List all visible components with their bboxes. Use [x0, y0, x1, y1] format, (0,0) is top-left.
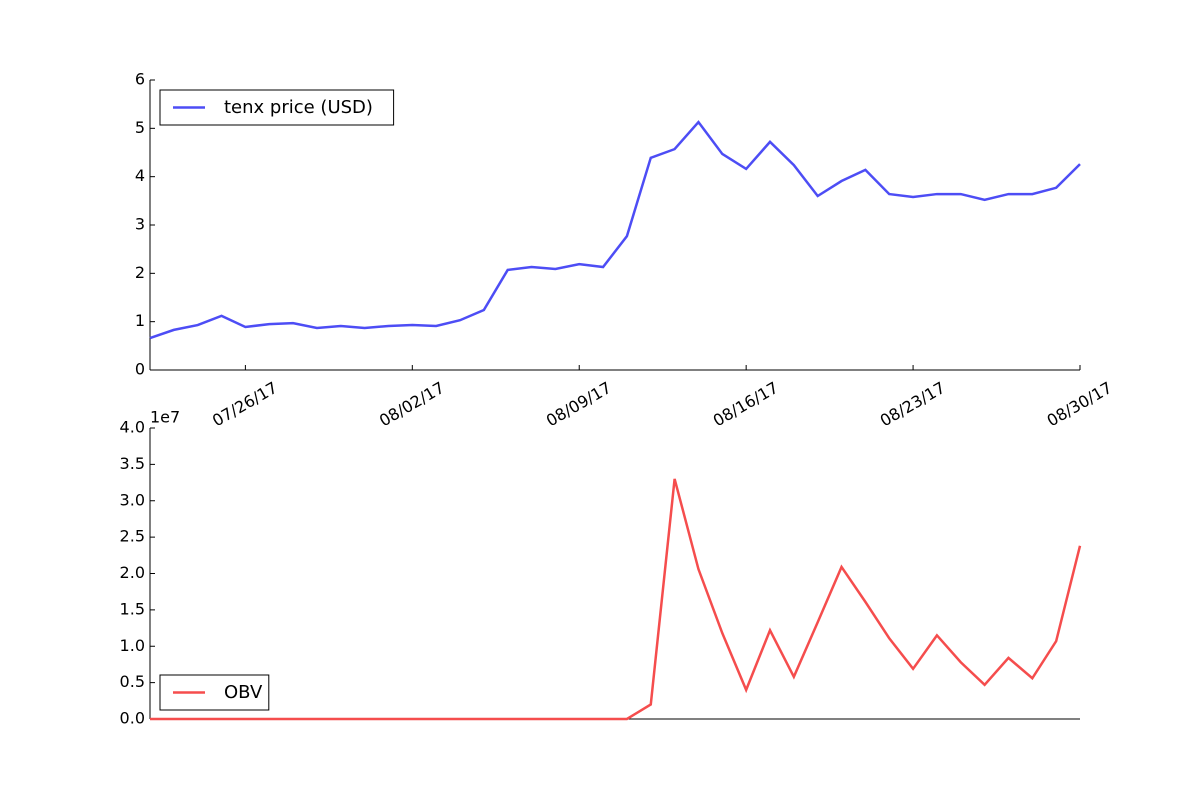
series-line — [150, 478, 1082, 721]
x-tick-label: 08/02/17 — [376, 378, 448, 430]
y-tick-label: 3 — [135, 215, 145, 234]
y-tick-label: 2.5 — [120, 527, 145, 546]
y-offset-label: 1e7 — [150, 408, 180, 427]
x-tick-label: 08/30/17 — [1044, 378, 1116, 430]
legend-label: tenx price (USD) — [224, 97, 373, 118]
x-tick-label: 08/09/17 — [543, 378, 615, 430]
y-tick-label: 1 — [135, 311, 145, 330]
y-tick-label: 0.0 — [120, 709, 145, 728]
x-tick-label: 08/23/17 — [877, 378, 949, 430]
y-tick-label: 4 — [135, 166, 145, 185]
legend-label: OBV — [224, 682, 263, 703]
y-tick-label: 4.0 — [120, 418, 145, 437]
y-tick-label: 1.5 — [120, 599, 145, 618]
y-tick-label: 6 — [135, 70, 145, 89]
y-tick-label: 0 — [135, 360, 145, 379]
y-tick-label: 0.5 — [120, 672, 145, 691]
y-tick-label: 2 — [135, 263, 145, 282]
x-tick-label: 07/26/17 — [209, 378, 281, 430]
x-tick-label: 08/16/17 — [710, 378, 782, 430]
series-line — [149, 120, 1081, 340]
y-tick-label: 1.0 — [120, 636, 145, 655]
y-tick-label: 3.5 — [120, 454, 145, 473]
y-tick-label: 3.0 — [120, 490, 145, 509]
y-tick-label: 2.0 — [120, 563, 145, 582]
y-tick-label: 5 — [135, 118, 145, 137]
